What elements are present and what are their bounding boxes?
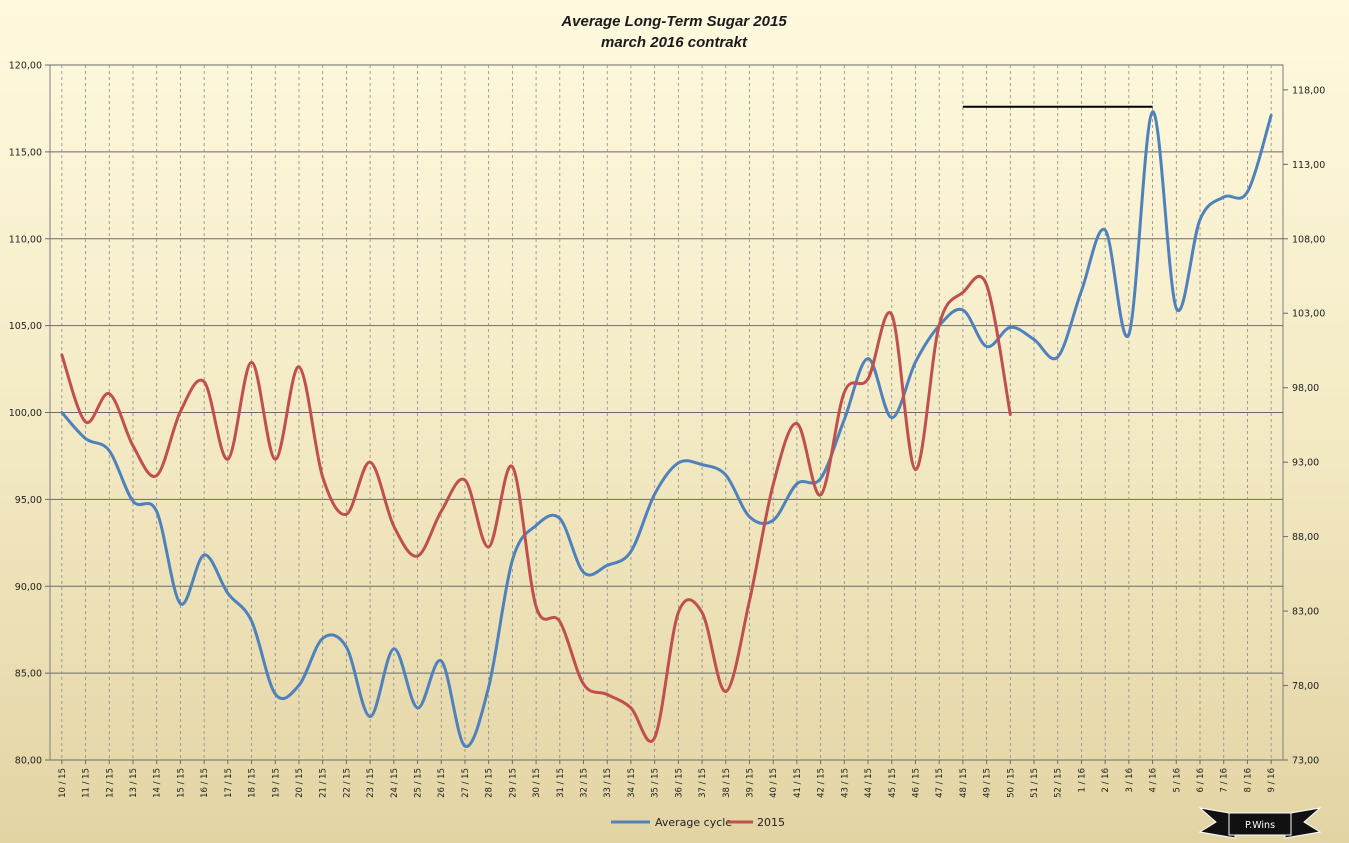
x-axis-tick-labels: 10 / 15 11 / 15 12 / 15 13 / 15 14 / 15 15 / … — [58, 760, 1277, 798]
x-tick-label: 47 / 15 — [935, 768, 945, 798]
logo-text: P.Wins — [1245, 820, 1275, 831]
y-left-tick-label: 95,00 — [15, 495, 42, 506]
y-left-tick-label: 115,00 — [9, 147, 42, 158]
y-left-tick-label: 85,00 — [15, 669, 42, 680]
x-tick-label: 23 / 15 — [366, 768, 376, 798]
x-tick-label: 46 / 15 — [911, 768, 921, 798]
left-axis-tick-labels: 80,00 85,00 90,00 95,00 100,00 105,00 110,00 11… — [9, 61, 50, 767]
chart-title: Average Long-Term Sugar 2015 — [560, 13, 787, 30]
x-tick-label: 16 / 15 — [200, 768, 210, 798]
y-left-tick-label: 80,00 — [15, 756, 42, 767]
x-tick-label: 36 / 15 — [674, 768, 684, 798]
x-tick-label: 52 / 15 — [1054, 768, 1064, 798]
x-tick-label: 37 / 15 — [698, 768, 708, 798]
x-tick-label: 11 / 15 — [82, 768, 92, 798]
x-tick-label: 42 / 15 — [817, 768, 827, 798]
x-tick-label: 50 / 15 — [1006, 768, 1016, 798]
x-tick-label: 13 / 15 — [129, 768, 139, 798]
x-tick-label: 44 / 15 — [864, 768, 874, 798]
x-tick-label: 49 / 15 — [983, 768, 993, 798]
x-tick-label: 20 / 15 — [295, 768, 305, 798]
x-tick-label: 3 / 16 — [1125, 768, 1135, 793]
x-tick-label: 35 / 15 — [651, 768, 661, 798]
x-tick-label: 41 / 15 — [793, 768, 803, 798]
x-tick-label: 26 / 15 — [437, 768, 447, 798]
x-tick-label: 25 / 15 — [414, 768, 424, 798]
x-tick-label: 22 / 15 — [342, 768, 352, 798]
y-left-tick-label: 120,00 — [9, 61, 42, 72]
x-tick-label: 34 / 15 — [627, 768, 637, 798]
x-tick-label: 10 / 15 — [58, 768, 68, 798]
x-tick-label: 21 / 15 — [319, 768, 329, 798]
x-tick-label: 33 / 15 — [603, 768, 613, 798]
x-tick-label: 30 / 15 — [532, 768, 542, 798]
x-tick-label: 40 / 15 — [769, 768, 779, 798]
y-right-tick-label: 113,00 — [1292, 160, 1325, 171]
plot-area — [49, 64, 1284, 761]
legend: Average cycle 2015 — [611, 816, 785, 829]
y-right-tick-label: 83,00 — [1292, 607, 1319, 618]
x-tick-label: 18 / 15 — [248, 768, 258, 798]
x-tick-label: 15 / 15 — [176, 768, 186, 798]
x-tick-label: 28 / 15 — [485, 768, 495, 798]
x-tick-label: 17 / 15 — [224, 768, 234, 798]
x-tick-label: 5 / 16 — [1172, 768, 1182, 793]
series-line-2015 — [60, 275, 1012, 743]
x-tick-label: 4 / 16 — [1149, 768, 1159, 793]
x-tick-label: 6 / 16 — [1196, 768, 1206, 793]
x-tick-label: 43 / 15 — [840, 768, 850, 798]
y-right-tick-label: 73,00 — [1292, 756, 1319, 767]
x-tick-label: 48 / 15 — [959, 768, 969, 798]
x-tick-label: 32 / 15 — [580, 768, 590, 798]
x-tick-label: 38 / 15 — [722, 768, 732, 798]
legend-label-2015: 2015 — [757, 816, 785, 829]
x-tick-label: 27 / 15 — [461, 768, 471, 798]
x-tick-label: 31 / 15 — [556, 768, 566, 798]
x-tick-label: 29 / 15 — [508, 768, 518, 798]
x-tick-label: 8 / 16 — [1243, 768, 1253, 793]
series-layer — [60, 110, 1273, 748]
x-tick-label: 12 / 15 — [105, 768, 115, 798]
legend-label-average-cycle: Average cycle — [655, 816, 732, 829]
series-points-average-cycle — [62, 112, 1271, 746]
y-right-tick-label: 78,00 — [1292, 681, 1319, 692]
x-tick-label: 1 / 16 — [1077, 768, 1087, 793]
x-tick-label: 14 / 15 — [153, 768, 163, 798]
y-left-tick-label: 105,00 — [9, 321, 42, 332]
right-axis-tick-labels: 73,00 78,00 83,00 88,00 93,00 98,00 103,00 108,… — [1283, 85, 1325, 767]
y-right-tick-label: 118,00 — [1292, 85, 1325, 96]
x-tick-label: 7 / 16 — [1220, 768, 1230, 793]
chart-subtitle: march 2016 contrakt — [601, 34, 748, 51]
y-right-tick-label: 98,00 — [1292, 383, 1319, 394]
y-left-tick-label: 90,00 — [15, 582, 42, 593]
x-tick-label: 2 / 16 — [1101, 768, 1111, 793]
y-right-tick-label: 88,00 — [1292, 532, 1319, 543]
y-left-tick-label: 100,00 — [9, 408, 42, 419]
y-left-tick-label: 110,00 — [9, 234, 42, 245]
x-tick-label: 24 / 15 — [390, 768, 400, 798]
vertical-gridlines — [61, 65, 1272, 760]
horizontal-gridlines — [50, 64, 1283, 761]
x-tick-label: 9 / 16 — [1267, 768, 1277, 793]
logo-banner — [1228, 812, 1292, 836]
x-tick-label: 39 / 15 — [745, 768, 755, 798]
series-line-average-cycle — [60, 110, 1273, 748]
x-tick-label: 51 / 15 — [1030, 768, 1040, 798]
x-tick-label: 45 / 15 — [888, 768, 898, 798]
p-wins-logo: P.Wins — [1198, 807, 1322, 839]
y-right-tick-label: 93,00 — [1292, 458, 1319, 469]
y-right-tick-label: 103,00 — [1292, 309, 1325, 320]
x-tick-label: 19 / 15 — [271, 768, 281, 798]
y-right-tick-label: 108,00 — [1292, 234, 1325, 245]
